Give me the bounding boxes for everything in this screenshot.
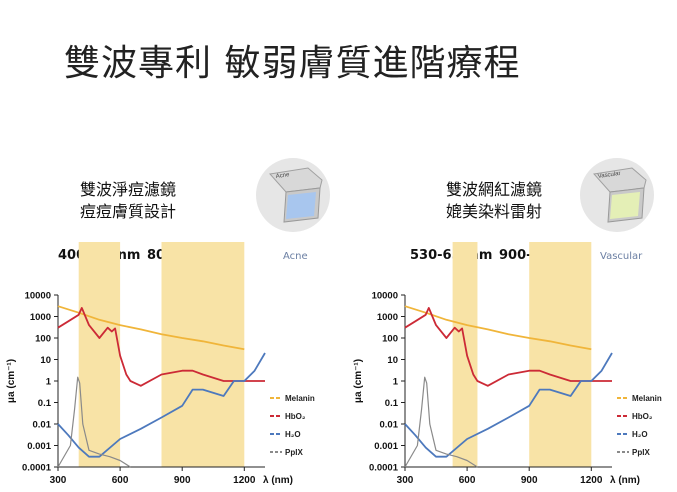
vascular-y-axis-label: μa (cm⁻¹) (353, 359, 364, 403)
acne-series-ppix (57, 376, 131, 468)
acne-band-2 (161, 242, 245, 467)
vascular-filter-image: Vascular (580, 158, 654, 232)
acne-y-tick-label: 1 (46, 377, 52, 388)
vascular-legend-entry-melanin: Melanin (632, 394, 662, 403)
vascular-y-tick-label: 1 (393, 377, 399, 388)
vascular-filter-caption: Vascular (600, 251, 643, 262)
vascular-x-tick-label: 300 (397, 475, 414, 486)
acne-filter-caption: Acne (283, 251, 308, 262)
acne-x-tick-label: 900 (174, 475, 191, 486)
vascular-band-2 (529, 242, 592, 467)
acne-y-axis-label: μa (cm⁻¹) (6, 359, 17, 403)
acne-caption-line1: 雙波淨痘濾鏡 (80, 180, 177, 199)
vascular-caption-line2: 媲美染料雷射 (446, 202, 543, 221)
acne-x-tick-label: 300 (50, 475, 67, 486)
vascular-x-tick-label: 1200 (580, 475, 603, 486)
acne-y-tick-label: 10 (40, 355, 51, 366)
acne-y-tick-label: 0.01 (33, 420, 52, 431)
vascular-series-hbo2 (404, 306, 612, 387)
vascular-y-tick-label: 0.01 (380, 420, 399, 431)
vascular-y-tick-label: 0.001 (374, 441, 398, 452)
acne-filter-label: Acne (275, 172, 290, 180)
vascular-y-tick-label: 0.0001 (369, 463, 399, 474)
acne-legend-entry-h2o: H₂O (285, 430, 301, 439)
acne-y-tick-label: 100 (35, 334, 51, 345)
acne-y-tick-label: 10000 (25, 291, 51, 302)
vascular-band-1 (452, 242, 478, 467)
vascular-filter-label: Vascular (597, 171, 621, 180)
acne-legend-entry-hbo2: HbO₂ (285, 412, 306, 421)
vascular-series-ppix (404, 376, 478, 468)
vascular-y-tick-label: 100 (382, 334, 398, 345)
page-title: 雙波專利 敏弱膚質進階療程 (64, 43, 521, 84)
acne-y-tick-label: 0.1 (38, 398, 52, 409)
vascular-series-melanin (404, 305, 592, 351)
acne-x-tick-label: 600 (112, 475, 129, 486)
acne-y-tick-label: 0.0001 (22, 463, 52, 474)
vascular-legend-entry-h2o: H₂O (632, 430, 648, 439)
vascular-filter-icon: Vascular (593, 167, 647, 223)
vascular-legend-entry-ppix: PpIX (632, 448, 650, 457)
acne-filter-image: Acne (256, 158, 330, 232)
acne-filter-icon: Acne (269, 167, 323, 223)
vascular-y-tick-label: 10000 (372, 291, 398, 302)
acne-y-tick-label: 1000 (30, 312, 51, 323)
vascular-caption-line1: 雙波網紅濾鏡 (446, 180, 543, 199)
vascular-x-tick-label: 900 (521, 475, 538, 486)
vascular-absorption-chart: 0.0001 0.001 0.01 0.1 1 10 100 1000 10000 300 600 9… (353, 242, 662, 486)
vascular-y-tick-label: 1000 (377, 312, 398, 323)
acne-series-hbo2 (57, 306, 265, 387)
vascular-y-tick-label: 0.1 (385, 398, 399, 409)
acne-legend-entry-ppix: PpIX (285, 448, 303, 457)
acne-series-melanin (57, 305, 245, 351)
acne-y-tick-label: 0.001 (27, 441, 51, 452)
acne-x-axis-label: λ (nm) (263, 475, 293, 486)
acne-band-1 (78, 242, 121, 467)
vascular-x-axis-label: λ (nm) (610, 475, 640, 486)
acne-legend-entry-melanin: Melanin (285, 394, 315, 403)
vascular-y-tick-label: 10 (387, 355, 398, 366)
vascular-series-h2o (404, 352, 613, 458)
acne-caption-line2: 痘痘膚質設計 (80, 202, 177, 221)
vascular-band1-label: 530-650nm (410, 248, 493, 263)
vascular-x-tick-label: 600 (459, 475, 476, 486)
acne-absorption-chart: 0.0001 0.001 0.01 0.1 1 10 100 1000 10000 300 600 9… (6, 242, 315, 486)
acne-series-h2o (57, 352, 266, 458)
acne-x-tick-label: 1200 (233, 475, 256, 486)
vascular-legend-entry-hbo2: HbO₂ (632, 412, 653, 421)
